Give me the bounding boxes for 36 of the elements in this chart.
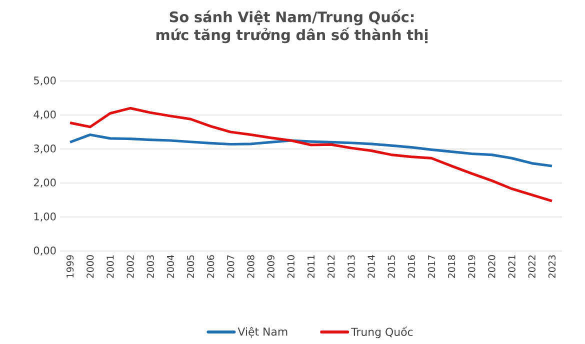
x-tick-label: 2002 xyxy=(126,255,134,278)
line-series xyxy=(68,133,554,168)
x-tick-label: 2011 xyxy=(307,255,315,278)
chart-title: So sánh Việt Nam/Trung Quốc: mức tăng trưởng dân số thành thị xyxy=(156,10,428,44)
y-tick-label: 5,00 xyxy=(34,76,56,86)
y-tick-label: 2,00 xyxy=(34,178,56,188)
x-tick-label: 2001 xyxy=(106,255,114,278)
y-tick-label: 0,00 xyxy=(34,246,56,256)
x-tick-label: 2015 xyxy=(388,255,395,278)
legend-label: Trung Quốc xyxy=(351,326,413,338)
y-tick-label: 3,00 xyxy=(34,144,56,154)
x-tick-label: 2018 xyxy=(448,255,456,278)
x-tick-label: 2004 xyxy=(166,255,174,278)
x-tick-label: 2022 xyxy=(528,255,536,278)
x-tick-label: 2003 xyxy=(146,255,154,278)
x-tick-label: 2010 xyxy=(287,255,295,278)
y-tick-label: 1,00 xyxy=(34,212,56,222)
x-tick-label: 1999 xyxy=(66,255,74,278)
x-tick-label: 2000 xyxy=(86,255,94,278)
x-tick-label: 2012 xyxy=(328,255,335,278)
x-tick-label: 2013 xyxy=(348,255,355,278)
x-tick-label: 2020 xyxy=(488,255,496,278)
x-tick-label: 2019 xyxy=(468,255,476,278)
line-series xyxy=(68,106,554,202)
x-tick-label: 2006 xyxy=(207,255,214,278)
x-tick-label: 2007 xyxy=(227,255,234,278)
x-tick-label: 2005 xyxy=(186,255,194,278)
x-tick-label: 2014 xyxy=(368,255,375,278)
x-tick-label: 2016 xyxy=(408,255,415,278)
legend-label: Việt Nam xyxy=(238,326,288,338)
x-tick-label: 2021 xyxy=(508,255,516,278)
y-tick-label: 4,00 xyxy=(34,110,56,120)
x-tick-label: 2017 xyxy=(428,255,436,278)
x-tick-label: 2009 xyxy=(267,255,274,278)
x-tick-label: 2023 xyxy=(548,255,556,278)
x-tick-label: 2008 xyxy=(247,255,254,278)
